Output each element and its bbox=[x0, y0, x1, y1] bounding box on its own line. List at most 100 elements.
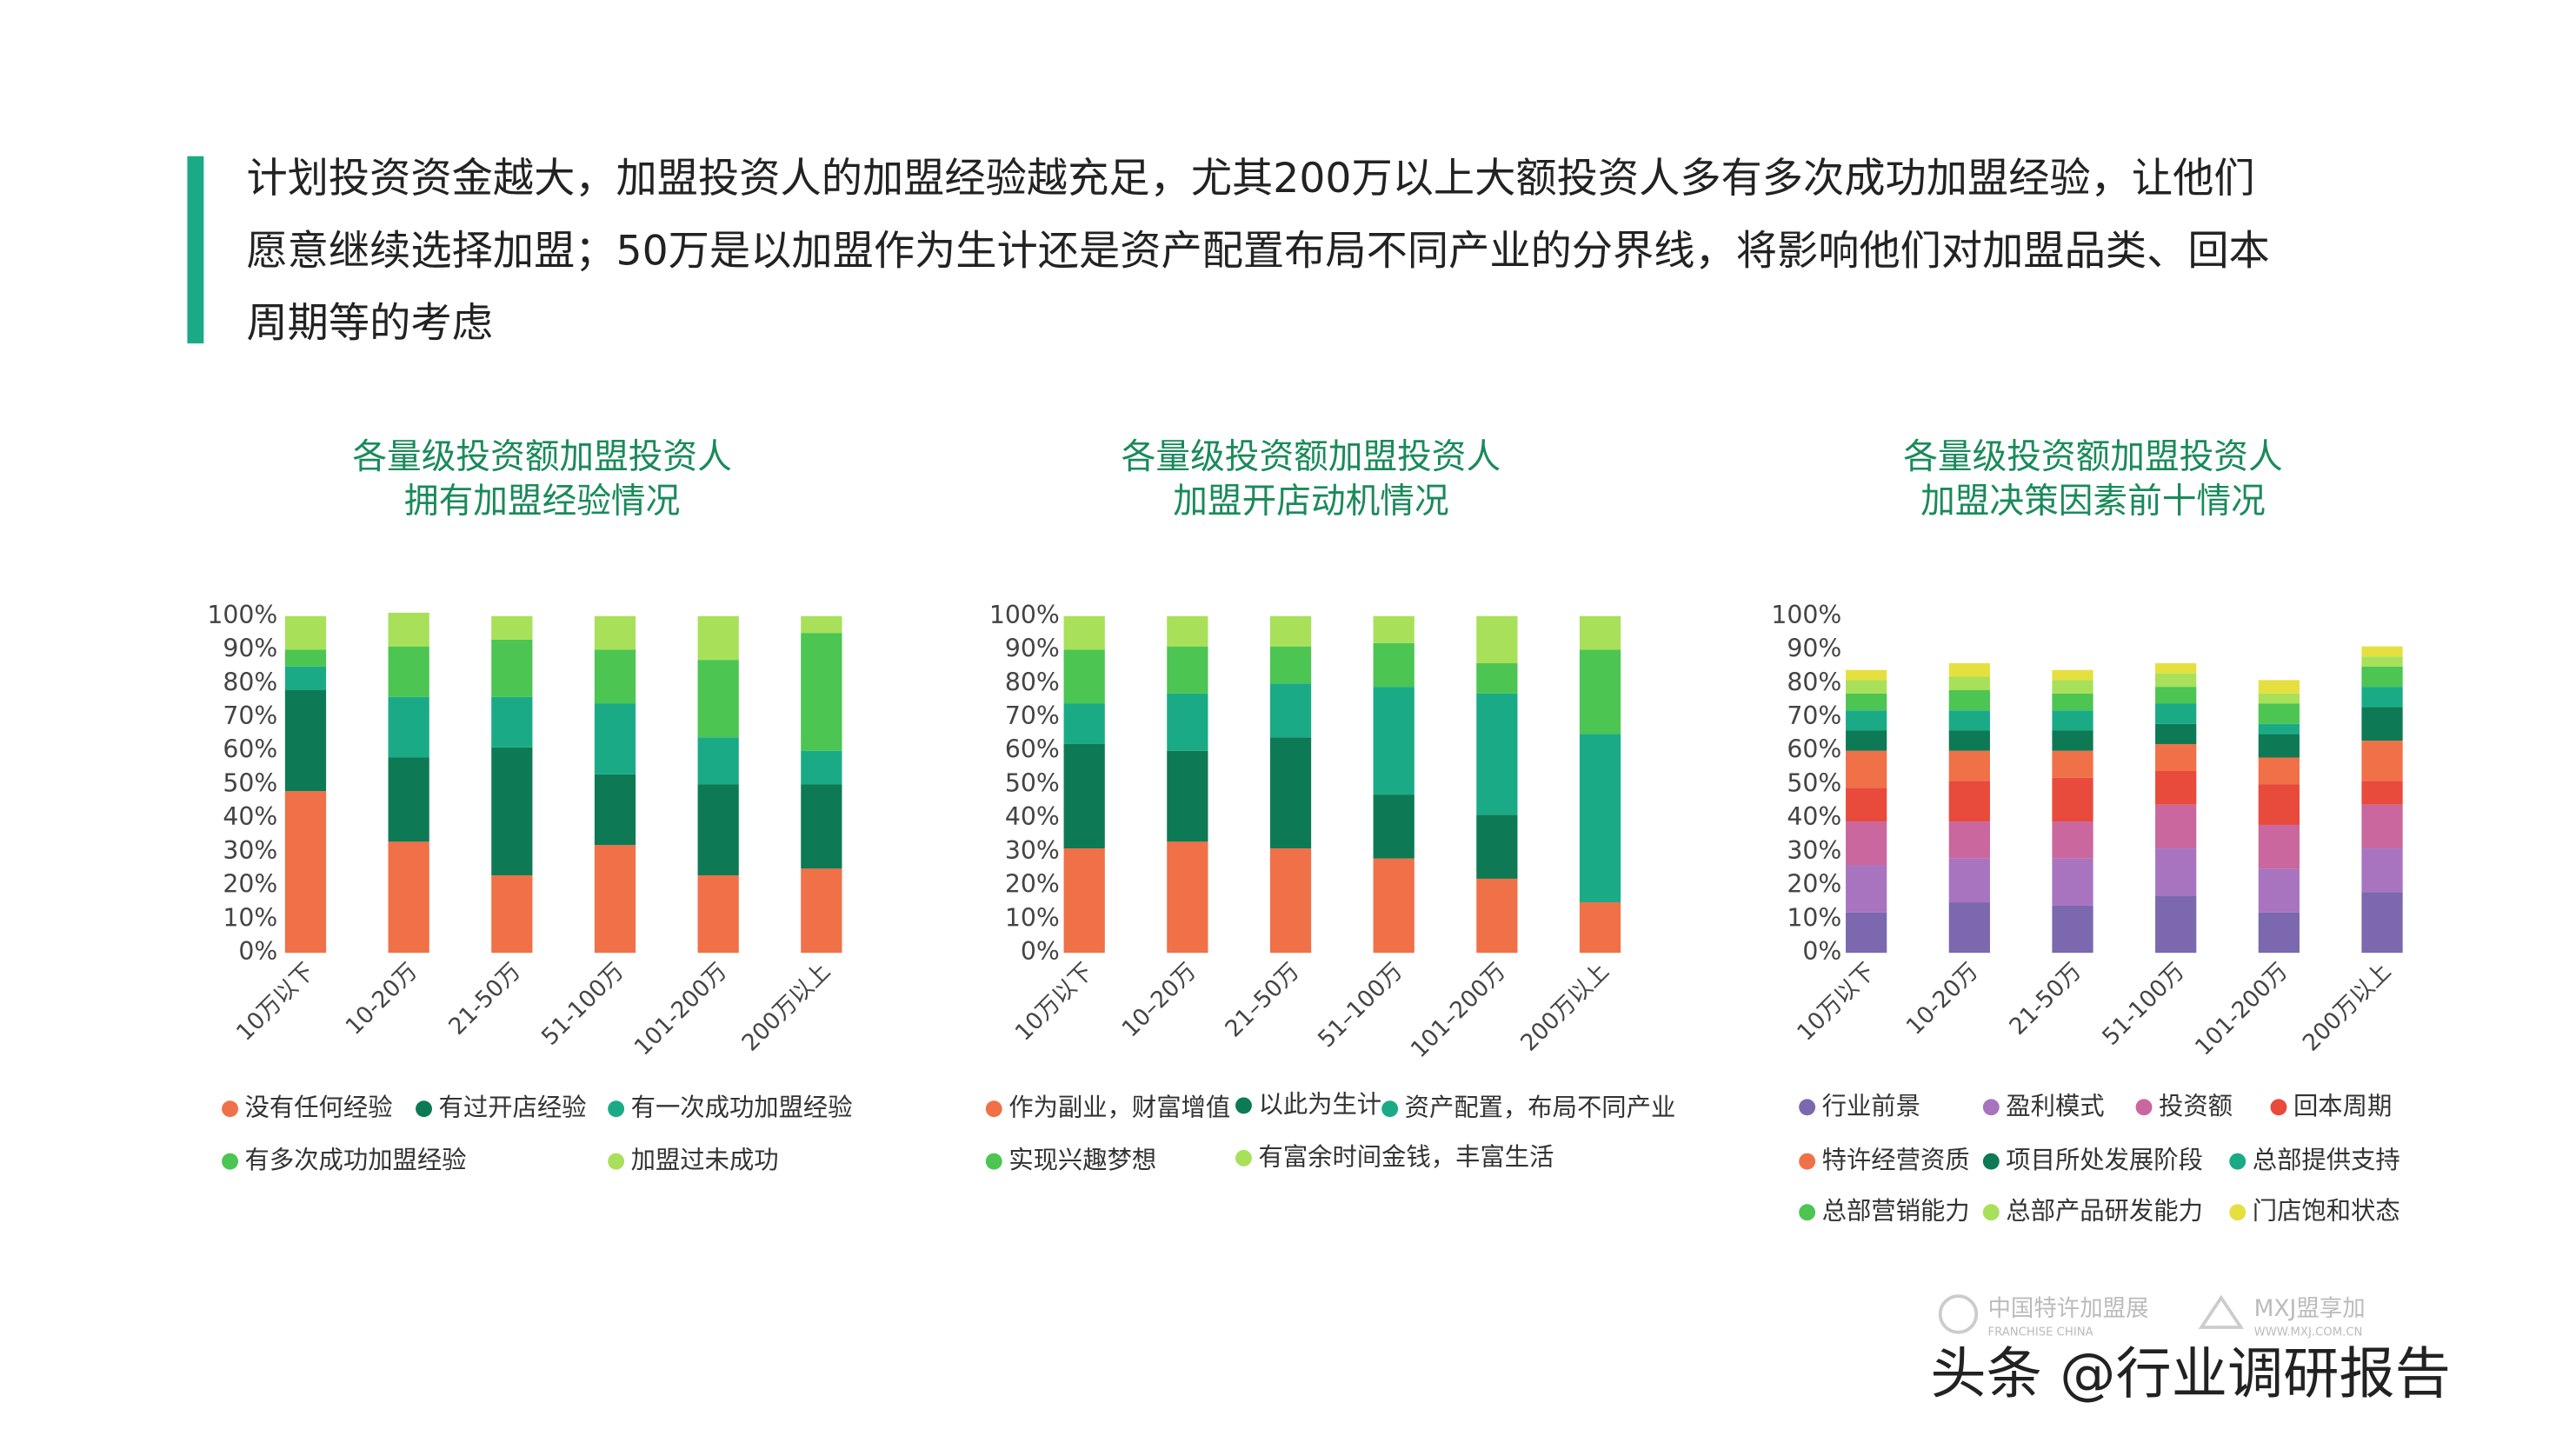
bar-segment bbox=[2361, 781, 2403, 805]
bar-segment bbox=[2361, 666, 2403, 688]
bar-segment bbox=[2361, 892, 2403, 954]
y-tick-label: 40% bbox=[1787, 802, 1841, 831]
bar-segment bbox=[2155, 895, 2197, 954]
legend-label: 作为副业，财富增值 bbox=[1008, 1093, 1230, 1122]
bar-segment bbox=[594, 774, 636, 846]
chart-title: 拥有加盟经验情况 bbox=[404, 482, 680, 522]
chart-title: 各量级投资额加盟投资人 bbox=[352, 437, 731, 477]
y-tick-label: 40% bbox=[223, 802, 277, 831]
bar-segment bbox=[1948, 821, 1990, 859]
bar-segment bbox=[2052, 821, 2093, 859]
legend-swatch bbox=[222, 1153, 239, 1170]
bar-segment bbox=[697, 737, 739, 785]
bar-segment bbox=[2155, 848, 2197, 896]
bar-segment bbox=[2052, 858, 2093, 906]
bar-segment bbox=[1846, 693, 1887, 711]
bar-segment bbox=[1476, 693, 1518, 815]
bar-segment bbox=[1063, 615, 1105, 650]
legend-label: 实现兴趣梦想 bbox=[1008, 1146, 1156, 1174]
legend-label: 特许经营资质 bbox=[1822, 1146, 1970, 1174]
header-line: 愿意继续选择加盟；50万是以加盟作为生计还是资产配置布局不同产业的分界线，将影响… bbox=[246, 227, 2269, 275]
legend-swatch bbox=[1799, 1099, 1816, 1116]
bar-segment bbox=[2258, 757, 2300, 785]
y-tick-label: 0% bbox=[1021, 937, 1060, 966]
bar-segment bbox=[388, 696, 429, 758]
y-tick-label: 70% bbox=[223, 701, 277, 730]
y-tick-label: 60% bbox=[1005, 735, 1060, 764]
bar-segment bbox=[388, 841, 429, 954]
bar-segment bbox=[1373, 642, 1414, 688]
bar-segment bbox=[1269, 615, 1312, 647]
y-tick-label: 0% bbox=[1802, 937, 1841, 966]
legend-label: 投资额 bbox=[2159, 1092, 2233, 1120]
y-tick-label: 70% bbox=[1787, 701, 1841, 730]
bar-segment bbox=[2361, 707, 2403, 741]
footer: 中国特许加盟展 FRANCHISE CHINA MXJ盟享加 WWW.MXJ.C… bbox=[1930, 1294, 2451, 1407]
bar-segment bbox=[801, 615, 842, 634]
legend-swatch bbox=[2229, 1153, 2247, 1170]
y-tick-label: 0% bbox=[238, 937, 277, 966]
bar-segment bbox=[1063, 743, 1105, 849]
y-tick-label: 90% bbox=[1787, 635, 1841, 663]
y-tick-label: 80% bbox=[223, 668, 277, 696]
bar-segment bbox=[2052, 730, 2093, 751]
bar-segment bbox=[2258, 734, 2300, 758]
y-tick-label: 20% bbox=[1787, 870, 1841, 899]
y-tick-label: 70% bbox=[1005, 701, 1060, 730]
bar-segment bbox=[697, 784, 739, 876]
legend-label: 资产配置，布局不同产业 bbox=[1405, 1093, 1676, 1122]
y-tick-label: 50% bbox=[1005, 768, 1060, 797]
bar-segment bbox=[2258, 723, 2300, 734]
bar-segment bbox=[1167, 646, 1208, 694]
y-tick-label: 30% bbox=[1005, 836, 1060, 865]
bar-segment bbox=[2361, 804, 2403, 849]
bar-segment bbox=[2155, 673, 2197, 688]
bar-segment bbox=[2258, 693, 2300, 704]
bar-segment bbox=[1846, 710, 1887, 731]
y-tick-label: 90% bbox=[223, 635, 277, 663]
bar-segment bbox=[801, 633, 842, 751]
bar-segment bbox=[491, 696, 533, 748]
bar-segment bbox=[1476, 663, 1518, 694]
legend-swatch bbox=[222, 1100, 239, 1118]
bar-segment bbox=[1846, 750, 1887, 788]
bar-segment bbox=[1846, 788, 1887, 822]
bar-segment bbox=[491, 875, 533, 954]
bar-segment bbox=[2155, 804, 2197, 849]
y-tick-label: 90% bbox=[1005, 635, 1060, 663]
bar-segment bbox=[2361, 848, 2403, 893]
legend-label: 没有任何经验 bbox=[245, 1093, 393, 1122]
legend-swatch bbox=[2135, 1099, 2153, 1116]
bar-segment bbox=[1373, 794, 1414, 859]
bar-segment bbox=[1846, 669, 1887, 681]
bar-segment bbox=[2052, 905, 2093, 954]
bar-segment bbox=[2052, 777, 2093, 822]
bar-segment bbox=[697, 660, 739, 738]
chart-title: 加盟开店动机情况 bbox=[1173, 482, 1448, 522]
bar-segment bbox=[1063, 848, 1105, 954]
y-tick-label: 60% bbox=[1787, 735, 1841, 764]
logo-icon bbox=[2198, 1294, 2245, 1329]
bar-segment bbox=[801, 784, 842, 869]
legend-swatch bbox=[608, 1100, 625, 1118]
bar-segment bbox=[2155, 703, 2197, 724]
legend-label: 回本周期 bbox=[2293, 1092, 2392, 1120]
bar-segment bbox=[1948, 690, 1990, 711]
legend-label: 总部提供支持 bbox=[2253, 1146, 2400, 1174]
legend-label: 以此为生计 bbox=[1258, 1090, 1381, 1119]
legend-swatch bbox=[1982, 1204, 2000, 1221]
bar-segment bbox=[1948, 781, 1990, 822]
y-tick-label: 100% bbox=[1771, 601, 1841, 629]
legend-label: 有富余时间金钱，丰富生活 bbox=[1258, 1142, 1554, 1171]
legend-swatch bbox=[985, 1153, 1002, 1170]
bar-segment bbox=[1579, 902, 1621, 954]
logo-text: MXJ盟享加 bbox=[2254, 1295, 2366, 1322]
bar-segment bbox=[284, 615, 327, 650]
bar-segment bbox=[2155, 687, 2197, 704]
bar-segment bbox=[1476, 615, 1518, 664]
bar-segment bbox=[594, 845, 636, 954]
bar-segment bbox=[1269, 646, 1312, 684]
accent-bar bbox=[187, 156, 204, 344]
y-tick-label: 30% bbox=[1787, 836, 1841, 865]
y-tick-label: 10% bbox=[1005, 903, 1060, 932]
